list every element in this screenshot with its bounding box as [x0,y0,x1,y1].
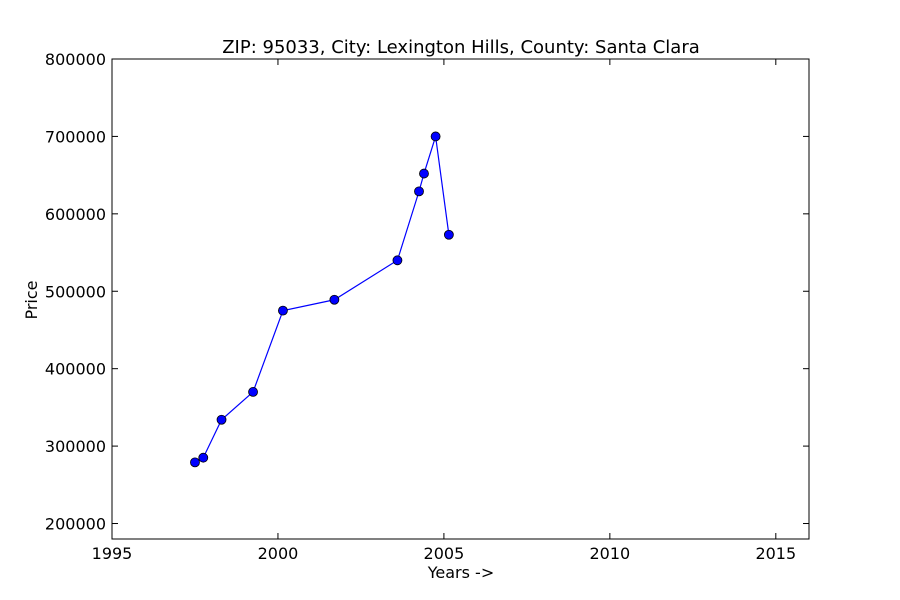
y-tick-label: 700000 [45,127,106,146]
x-tick-label: 2005 [424,544,465,563]
y-tick-label: 500000 [45,282,106,301]
data-point [216,414,227,425]
x-tick-label: 1995 [92,544,133,563]
data-point [198,452,209,463]
y-axis-label: Price [22,280,41,319]
chart-title: ZIP: 95033, City: Lexington Hills, Count… [222,37,700,58]
plot-frame [111,58,810,540]
y-tick-label: 200000 [45,515,106,534]
y-tick-label: 800000 [45,50,106,69]
x-axis: 1995 2000 2005 2010 2015 [92,59,796,563]
y-axis: 200000 300000 400000 500000 600000 700000 8000… [45,50,809,534]
data-point [392,255,403,266]
data-point [419,168,429,179]
series-line [194,136,450,463]
y-tick-label: 400000 [45,360,106,379]
x-tick-label: 2000 [258,544,299,563]
data-point [430,131,441,142]
data-point [443,229,454,240]
plot-area [190,131,454,468]
x-tick-label: 2010 [589,544,630,563]
data-point [190,457,200,468]
x-tick-label: 2015 [755,544,796,563]
y-tick-label: 300000 [45,437,106,456]
data-point [248,387,258,397]
data-point [278,305,288,316]
data-point [414,186,424,197]
x-axis-label: Years -> [427,563,494,582]
data-point [329,294,340,305]
y-tick-label: 600000 [45,205,106,224]
